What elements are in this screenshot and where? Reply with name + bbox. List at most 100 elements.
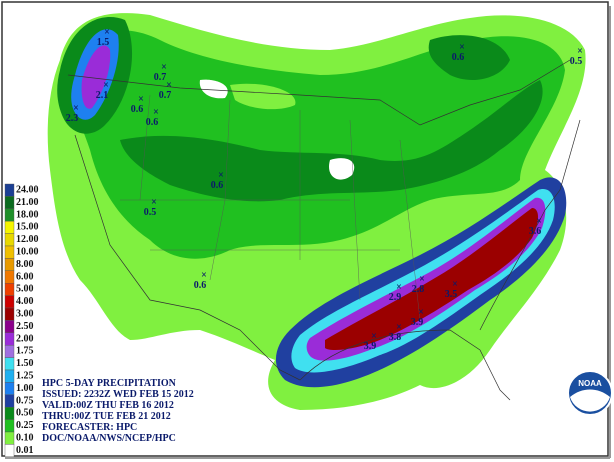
- logo-bird: [570, 389, 610, 412]
- point-marker: ×: [396, 282, 402, 293]
- info-line: FORECASTER: HPC: [42, 422, 137, 433]
- legend-label: 2.00: [16, 333, 34, 344]
- point-label: 2.9: [389, 292, 402, 303]
- area-light: [230, 83, 296, 110]
- point-marker: ×: [153, 107, 159, 118]
- legend-label: 1.25: [16, 370, 34, 381]
- point-label: 2.8: [412, 284, 425, 295]
- legend-label: 10.00: [16, 246, 39, 257]
- legend-swatch: [4, 444, 15, 457]
- point-marker: ×: [418, 307, 424, 318]
- legend-label: 1.75: [16, 346, 34, 357]
- legend-label: 3.00: [16, 308, 34, 319]
- legend-swatch: [4, 245, 15, 259]
- point-marker: ×: [73, 103, 79, 114]
- legend-label: 18.00: [16, 209, 39, 220]
- point-label: 2.1: [96, 90, 109, 101]
- point-label: 3.6: [529, 226, 542, 237]
- legend-swatch: [4, 320, 15, 333]
- point-label: 0.6: [146, 117, 159, 128]
- legend-swatch: [4, 431, 15, 445]
- legend-label: 0.50: [16, 408, 34, 419]
- legend-label: 24.00: [16, 184, 39, 195]
- legend-swatch: [4, 258, 15, 271]
- point-marker: ×: [577, 46, 583, 57]
- point-label: 3.8: [389, 332, 402, 343]
- legend-swatch: [4, 394, 15, 408]
- point-marker: ×: [419, 274, 425, 285]
- legend-swatch: [4, 283, 15, 296]
- area-purple: [81, 45, 111, 109]
- legend-label: 0.10: [16, 432, 34, 443]
- border-mexico: [74, 134, 301, 381]
- legend-label: 1.50: [16, 358, 34, 369]
- legend-label: 0.01: [16, 445, 34, 456]
- point-label: 2.3: [66, 113, 79, 124]
- legend-label: 0.75: [16, 395, 34, 406]
- legend-swatch: [4, 183, 15, 197]
- point-marker: ×: [536, 216, 542, 227]
- legend-swatch: [4, 369, 15, 383]
- legend-swatch: [4, 357, 15, 371]
- legend-label: 5.00: [16, 284, 34, 295]
- point-marker: ×: [151, 197, 157, 208]
- legend-label: 15.00: [16, 222, 39, 233]
- logo-text: NOAA: [578, 379, 602, 388]
- point-label: 3.9: [411, 317, 424, 328]
- point-marker: ×: [396, 322, 402, 333]
- point-label: 0.7: [154, 72, 167, 83]
- info-line: HPC 5-DAY PRECIPITATION: [42, 378, 177, 389]
- point-marker: ×: [166, 80, 172, 91]
- legend-label: 0.25: [16, 420, 34, 431]
- point-marker: ×: [138, 94, 144, 105]
- area-dry: [199, 79, 228, 99]
- info-line: THRU:00Z TUE FEB 21 2012: [42, 411, 171, 422]
- borders: [67, 59, 581, 401]
- point-label: 0.6: [452, 52, 465, 63]
- state-lines: [120, 94, 421, 321]
- info-line: VALID:00Z THU FEB 16 2012: [42, 400, 174, 411]
- border-canada: [67, 59, 571, 126]
- area-medium: [69, 30, 566, 259]
- legend-label: 4.00: [16, 296, 34, 307]
- point-marker: ×: [371, 331, 377, 342]
- area-dry: [329, 158, 355, 180]
- legend-swatch: [4, 196, 15, 209]
- point-marker: ×: [103, 80, 109, 91]
- coastline: [299, 119, 581, 401]
- legend-swatch: [4, 419, 15, 433]
- point-marker: ×: [218, 170, 224, 181]
- legend-label: 1.00: [16, 383, 34, 394]
- legend-label: 12.00: [16, 234, 39, 245]
- point-label: 0.5: [144, 207, 157, 218]
- logo: NOAA: [567, 370, 613, 416]
- area-red: [325, 208, 538, 351]
- legend-swatch: [4, 382, 15, 395]
- legend-label: 2.50: [16, 321, 34, 332]
- legend-swatch: [4, 407, 15, 420]
- point-label: 1.5: [97, 37, 110, 48]
- legend-swatch: [4, 332, 15, 346]
- point-label: 3.9: [364, 341, 377, 352]
- legend-label: 8.00: [16, 259, 34, 270]
- point-marker: ×: [452, 279, 458, 290]
- area-dark: [428, 35, 510, 80]
- info-line: DOC/NOAA/NWS/NCEP/HPC: [42, 433, 176, 444]
- area-dark: [120, 80, 543, 202]
- precip-fields: [47, 13, 586, 411]
- point-marker: ×: [459, 42, 465, 53]
- point-marker: ×: [104, 27, 110, 38]
- point-label: 0.6: [194, 280, 207, 291]
- legend-label: 21.00: [16, 197, 39, 208]
- info-line: ISSUED: 2232Z WED FEB 15 2012: [42, 389, 194, 400]
- point-marker: ×: [161, 62, 167, 73]
- point-marker: ×: [201, 270, 207, 281]
- legend-label: 6.00: [16, 271, 34, 282]
- point-label: 0.5: [570, 56, 583, 67]
- point-label: 0.6: [211, 180, 224, 191]
- legend-swatch: [4, 220, 15, 234]
- point-label: 0.6: [131, 104, 144, 115]
